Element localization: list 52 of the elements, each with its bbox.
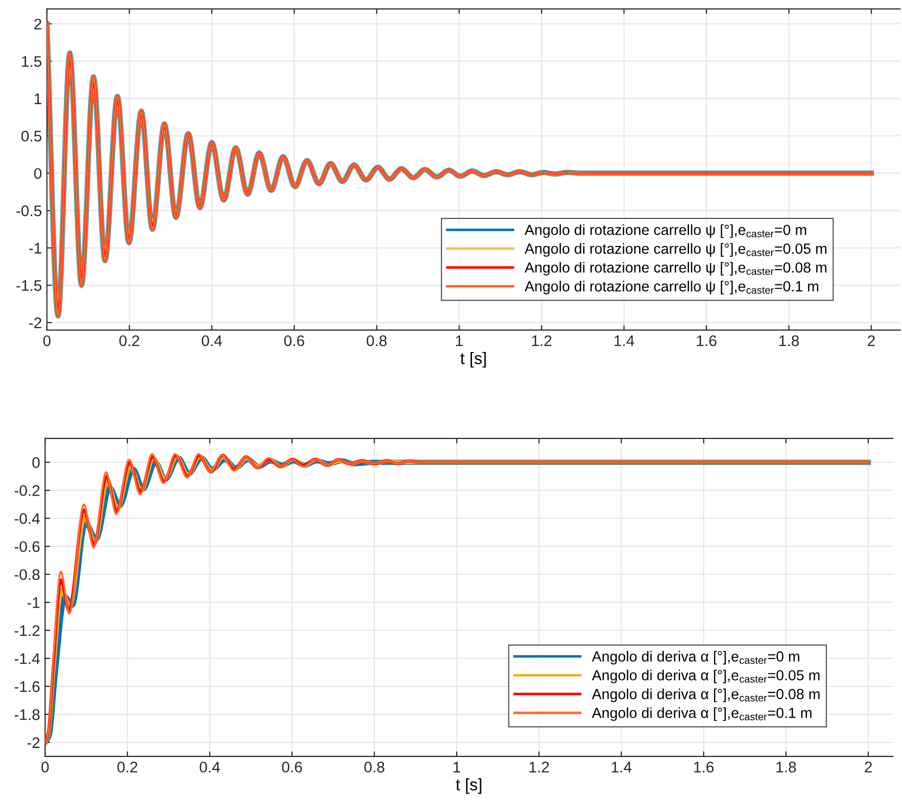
legend-label: Angolo di deriva α [°],e$_{caster}$=0.05 m xyxy=(592,670,820,684)
legend-label: Angolo di rotazione carrello ψ [°],e$_{caster}$=0.05 m xyxy=(524,243,826,257)
y-tick-label: -0.6 xyxy=(14,541,40,552)
y-tick-label: 0 xyxy=(32,457,40,468)
x-tick-label: 1.6 xyxy=(697,335,716,346)
x-tick-label: 0 xyxy=(41,762,49,772)
legend-label: Angolo di rotazione carrello ψ [°],e$_{caster}$=0.08 m xyxy=(524,262,826,276)
y-tick-label: 2 xyxy=(34,18,42,30)
x-axis-title: t [s] xyxy=(456,778,482,794)
legend-label: Angolo di rotazione carrello ψ [°],e$_{caster}$=0 m xyxy=(524,224,806,238)
y-tick-label: -0.2 xyxy=(14,485,40,496)
x-tick-label: 0.6 xyxy=(284,335,304,346)
y-tick-label: -1.2 xyxy=(14,625,40,636)
x-tick-label: 1.8 xyxy=(779,335,799,346)
x-tick-label: 0 xyxy=(43,335,51,346)
x-tick-label: 0.4 xyxy=(200,762,220,772)
x-tick-label: 0.6 xyxy=(282,762,302,772)
y-tick-label: -1 xyxy=(27,597,40,608)
y-tick-label: -2 xyxy=(29,317,42,328)
legend-label: Angolo di rotazione carrello ψ [°],e$_{caster}$=0.1 m xyxy=(524,280,818,294)
x-tick-label: 0.2 xyxy=(119,335,140,346)
y-tick-label: -0.8 xyxy=(14,569,40,580)
y-tick-label: -1.8 xyxy=(14,709,40,720)
y-tick-label: -1.5 xyxy=(16,280,42,291)
y-tick-label: 1.5 xyxy=(22,56,42,67)
y-tick-label: -1 xyxy=(29,242,42,254)
x-tick-label: 1.6 xyxy=(694,762,714,772)
x-tick-label: 1 xyxy=(454,762,460,772)
x-tick-label: 1.4 xyxy=(614,335,634,346)
legend-label: Angolo di deriva α [°],e$_{caster}$=0 m xyxy=(592,650,800,664)
x-axis-title: t [s] xyxy=(460,352,486,368)
y-tick-label: -1.6 xyxy=(14,681,40,692)
x-tick-label: 2 xyxy=(868,335,875,346)
y-tick-label: -0.5 xyxy=(16,205,42,216)
legend-label: Angolo di deriva α [°],e$_{caster}$=0.1 m xyxy=(592,707,812,721)
y-tick-label: 0 xyxy=(34,168,42,179)
y-tick-label: 0.5 xyxy=(21,130,42,142)
x-tick-label: 0.8 xyxy=(366,335,387,346)
y-tick-label: -1.4 xyxy=(14,653,40,664)
x-tick-label: 1.2 xyxy=(532,335,552,346)
y-tick-label: 1 xyxy=(34,94,42,104)
x-tick-label: 1.2 xyxy=(530,762,549,772)
x-tick-label: 1.4 xyxy=(612,762,632,772)
y-tick-label: -2 xyxy=(27,737,40,748)
legend-label: Angolo di deriva α [°],e$_{caster}$=0.08 m xyxy=(592,688,820,702)
x-tick-label: 2 xyxy=(864,762,872,772)
x-tick-label: 0.8 xyxy=(364,762,384,772)
x-tick-label: 1.8 xyxy=(776,762,796,772)
x-tick-label: 0.2 xyxy=(117,762,138,772)
y-tick-label: -0.4 xyxy=(14,513,40,524)
x-tick-label: 0.4 xyxy=(202,335,222,346)
x-tick-label: 1 xyxy=(456,335,463,346)
